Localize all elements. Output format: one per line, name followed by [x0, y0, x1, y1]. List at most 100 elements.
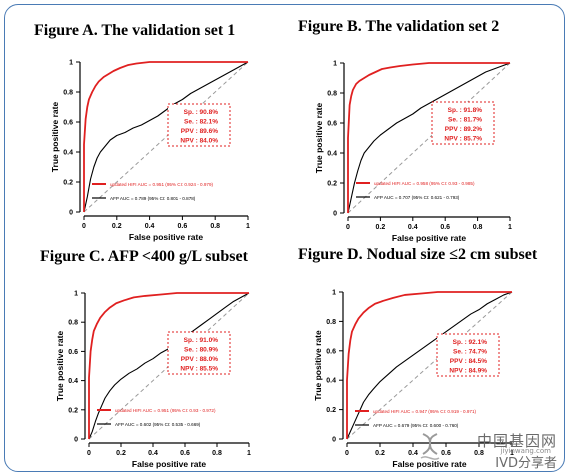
x-tick-label: 0	[82, 223, 86, 230]
y-tick-label: 0.2	[326, 407, 336, 414]
legend-entry: AFP AUC = 0.602 (95% CI: 0.535 - 0.669)	[115, 422, 201, 427]
x-tick-label: 0.2	[112, 223, 122, 230]
x-tick-label: 1	[510, 450, 514, 457]
panel-title: Figure B. The validation set 2	[298, 18, 500, 35]
y-axis-label: True positive rate	[55, 331, 65, 402]
x-tick-label: 0.4	[148, 450, 158, 457]
x-tick-label: 0	[346, 224, 350, 231]
stats-line: Se. : 80.9%	[184, 347, 218, 354]
y-axis-label: True positive rate	[50, 102, 60, 173]
x-tick-label: 0.2	[376, 224, 386, 231]
x-tick-label: 0.4	[408, 224, 418, 231]
reference-diagonal	[346, 291, 513, 440]
x-tick-label: 1	[246, 223, 250, 230]
stats-line: Se. : 82.1%	[184, 119, 218, 126]
panel-figure-d: Figure D. Nodual size ≤2 cm subset 0 0.2 0…	[280, 246, 542, 470]
panel-title: Figure C. AFP <400 g/L subset	[40, 248, 248, 265]
x-axis-label: False positive rate	[392, 233, 466, 243]
y-tick-label: 0	[332, 437, 336, 444]
legend-entry: updated HIFI AUC = 0.951 (95% CI: 0.924 …	[110, 182, 214, 187]
reference-diagonal	[83, 61, 249, 213]
stats-line: Sp. : 91.8%	[448, 107, 483, 114]
panel-figure-b: Figure B. The validation set 2 0 0.2 0.4 0.…	[280, 18, 542, 246]
dna-logo-icon	[420, 433, 440, 460]
y-tick-label: 0.8	[327, 91, 337, 98]
y-tick-label: 0	[74, 437, 78, 444]
y-tick-label: 0.4	[326, 378, 336, 385]
legend-entry: AFP AUC = 0.707 (95% CI: 0.621 - 0.793)	[374, 195, 460, 200]
x-tick-label: 0.8	[474, 450, 484, 457]
stats-line: Sp. : 92.1%	[453, 339, 488, 346]
stats-line: NPV : 85.5%	[180, 366, 218, 373]
x-tick-label: 0.6	[441, 450, 451, 457]
panel-figure-c: Figure C. AFP <400 g/L subset 0 0.2 0.4 0.6…	[14, 248, 276, 470]
watermark-line1: 中国基因网	[476, 432, 557, 450]
roc-chart-c: 0 0.2 0.4 0.6 0.8 1 0 0.2 0.4 0.6 0.8 1 False positi…	[55, 291, 251, 470]
y-tick-label: 1	[333, 61, 337, 68]
watermark: 中国基因网 jiyinwang.com IVD分享者	[417, 430, 557, 471]
y-tick-label: 0.6	[68, 349, 78, 356]
y-tick-label: 0.6	[326, 348, 336, 355]
x-tick-label: 1	[508, 224, 512, 231]
y-axis-label: True positive rate	[313, 330, 323, 401]
y-tick-label: 1	[69, 60, 73, 67]
y-tick-label: 0.2	[63, 180, 73, 187]
roc-curve-afp	[83, 61, 249, 213]
roc-curve-afp	[346, 291, 513, 440]
y-tick-label: 0.4	[63, 150, 73, 157]
x-tick-label: 0.8	[210, 223, 220, 230]
x-tick-label: 0.6	[178, 223, 188, 230]
x-tick-label: 0.2	[116, 450, 126, 457]
x-tick-label: 0.6	[180, 450, 190, 457]
legend-entry: AFP AUC = 0.679 (95% CI: 0.600 - 0.760)	[373, 423, 459, 428]
stats-line: PPV : 84.5%	[450, 358, 487, 365]
y-tick-label: 0.4	[327, 151, 337, 158]
stats-line: NPV : 85.7%	[444, 136, 482, 143]
roc-curve-afp	[88, 292, 250, 440]
stats-line: NPV : 84.9%	[449, 368, 487, 375]
stats-line: NPV : 84.0%	[180, 138, 218, 145]
roc-chart-b: 0 0.2 0.4 0.6 0.8 1 0 0.2 0.4 0.6 0.8 1 False positi…	[314, 61, 512, 244]
y-tick-label: 0.2	[327, 181, 337, 188]
x-tick-label: 0.8	[473, 224, 483, 231]
stats-line: Se. : 81.7%	[448, 117, 482, 124]
x-tick-label: 0.4	[408, 450, 418, 457]
stats-line: Se. : 74.7%	[453, 349, 487, 356]
x-tick-label: 0	[345, 450, 349, 457]
roc-chart-d: 0 0.2 0.4 0.6 0.8 1 0 0.2 0.4 0.6 0.8 1 False positi…	[313, 290, 514, 470]
legend-entry: AFP AUC = 0.789 (95% CI: 0.801 - 0.878)	[110, 196, 196, 201]
roc-chart-a: 0 0.2 0.4 0.6 0.8 1 0 0.2 0.4 0.6 0.8 1 False positi…	[50, 60, 250, 243]
stats-box	[167, 331, 231, 375]
stats-box	[436, 333, 500, 377]
y-tick-label: 0.2	[68, 407, 78, 414]
y-tick-label: 0.8	[326, 319, 336, 326]
watermark-line2: jiyinwang.com	[500, 447, 551, 455]
legend-entry: updated HIFI AUC = 0.958 (95% CI: 0.93 -…	[374, 181, 475, 186]
x-axis-label: False positive rate	[129, 232, 203, 242]
roc-curve-updated-hifi	[83, 61, 248, 212]
roc-curve-updated-hifi	[347, 62, 510, 213]
y-axis-label: True positive rate	[314, 103, 324, 174]
x-axis-label: False positive rate	[392, 459, 466, 469]
stats-box	[431, 101, 495, 145]
y-tick-label: 0.8	[68, 320, 78, 327]
y-tick-label: 1	[332, 290, 336, 297]
legend-entry: updated HIFI AUC = 0.951 (95% CI: 0.93 -…	[115, 408, 216, 413]
stats-line: PPV : 89.2%	[445, 126, 482, 133]
panel-title: Figure A. The validation set 1	[34, 22, 236, 39]
x-tick-label: 1	[247, 450, 251, 457]
x-axis-label: False positive rate	[132, 459, 206, 469]
y-tick-label: 0.4	[68, 378, 78, 385]
x-tick-label: 0	[87, 450, 91, 457]
stats-line: PPV : 89.6%	[181, 128, 218, 135]
reference-diagonal	[347, 62, 511, 214]
roc-curve-updated-hifi	[346, 291, 512, 439]
panel-figure-a: Figure A. The validation set 1 0 0.2 0.4 0.…	[14, 22, 276, 250]
y-tick-label: 0.6	[63, 120, 73, 127]
y-tick-label: 0.6	[327, 121, 337, 128]
stats-line: Sp. : 91.0%	[184, 337, 219, 344]
panel-title: Figure D. Nodual size ≤2 cm subset	[298, 246, 538, 263]
y-tick-label: 0	[333, 211, 337, 218]
watermark-line3: IVD分享者	[495, 456, 557, 471]
x-tick-label: 0.6	[440, 224, 450, 231]
